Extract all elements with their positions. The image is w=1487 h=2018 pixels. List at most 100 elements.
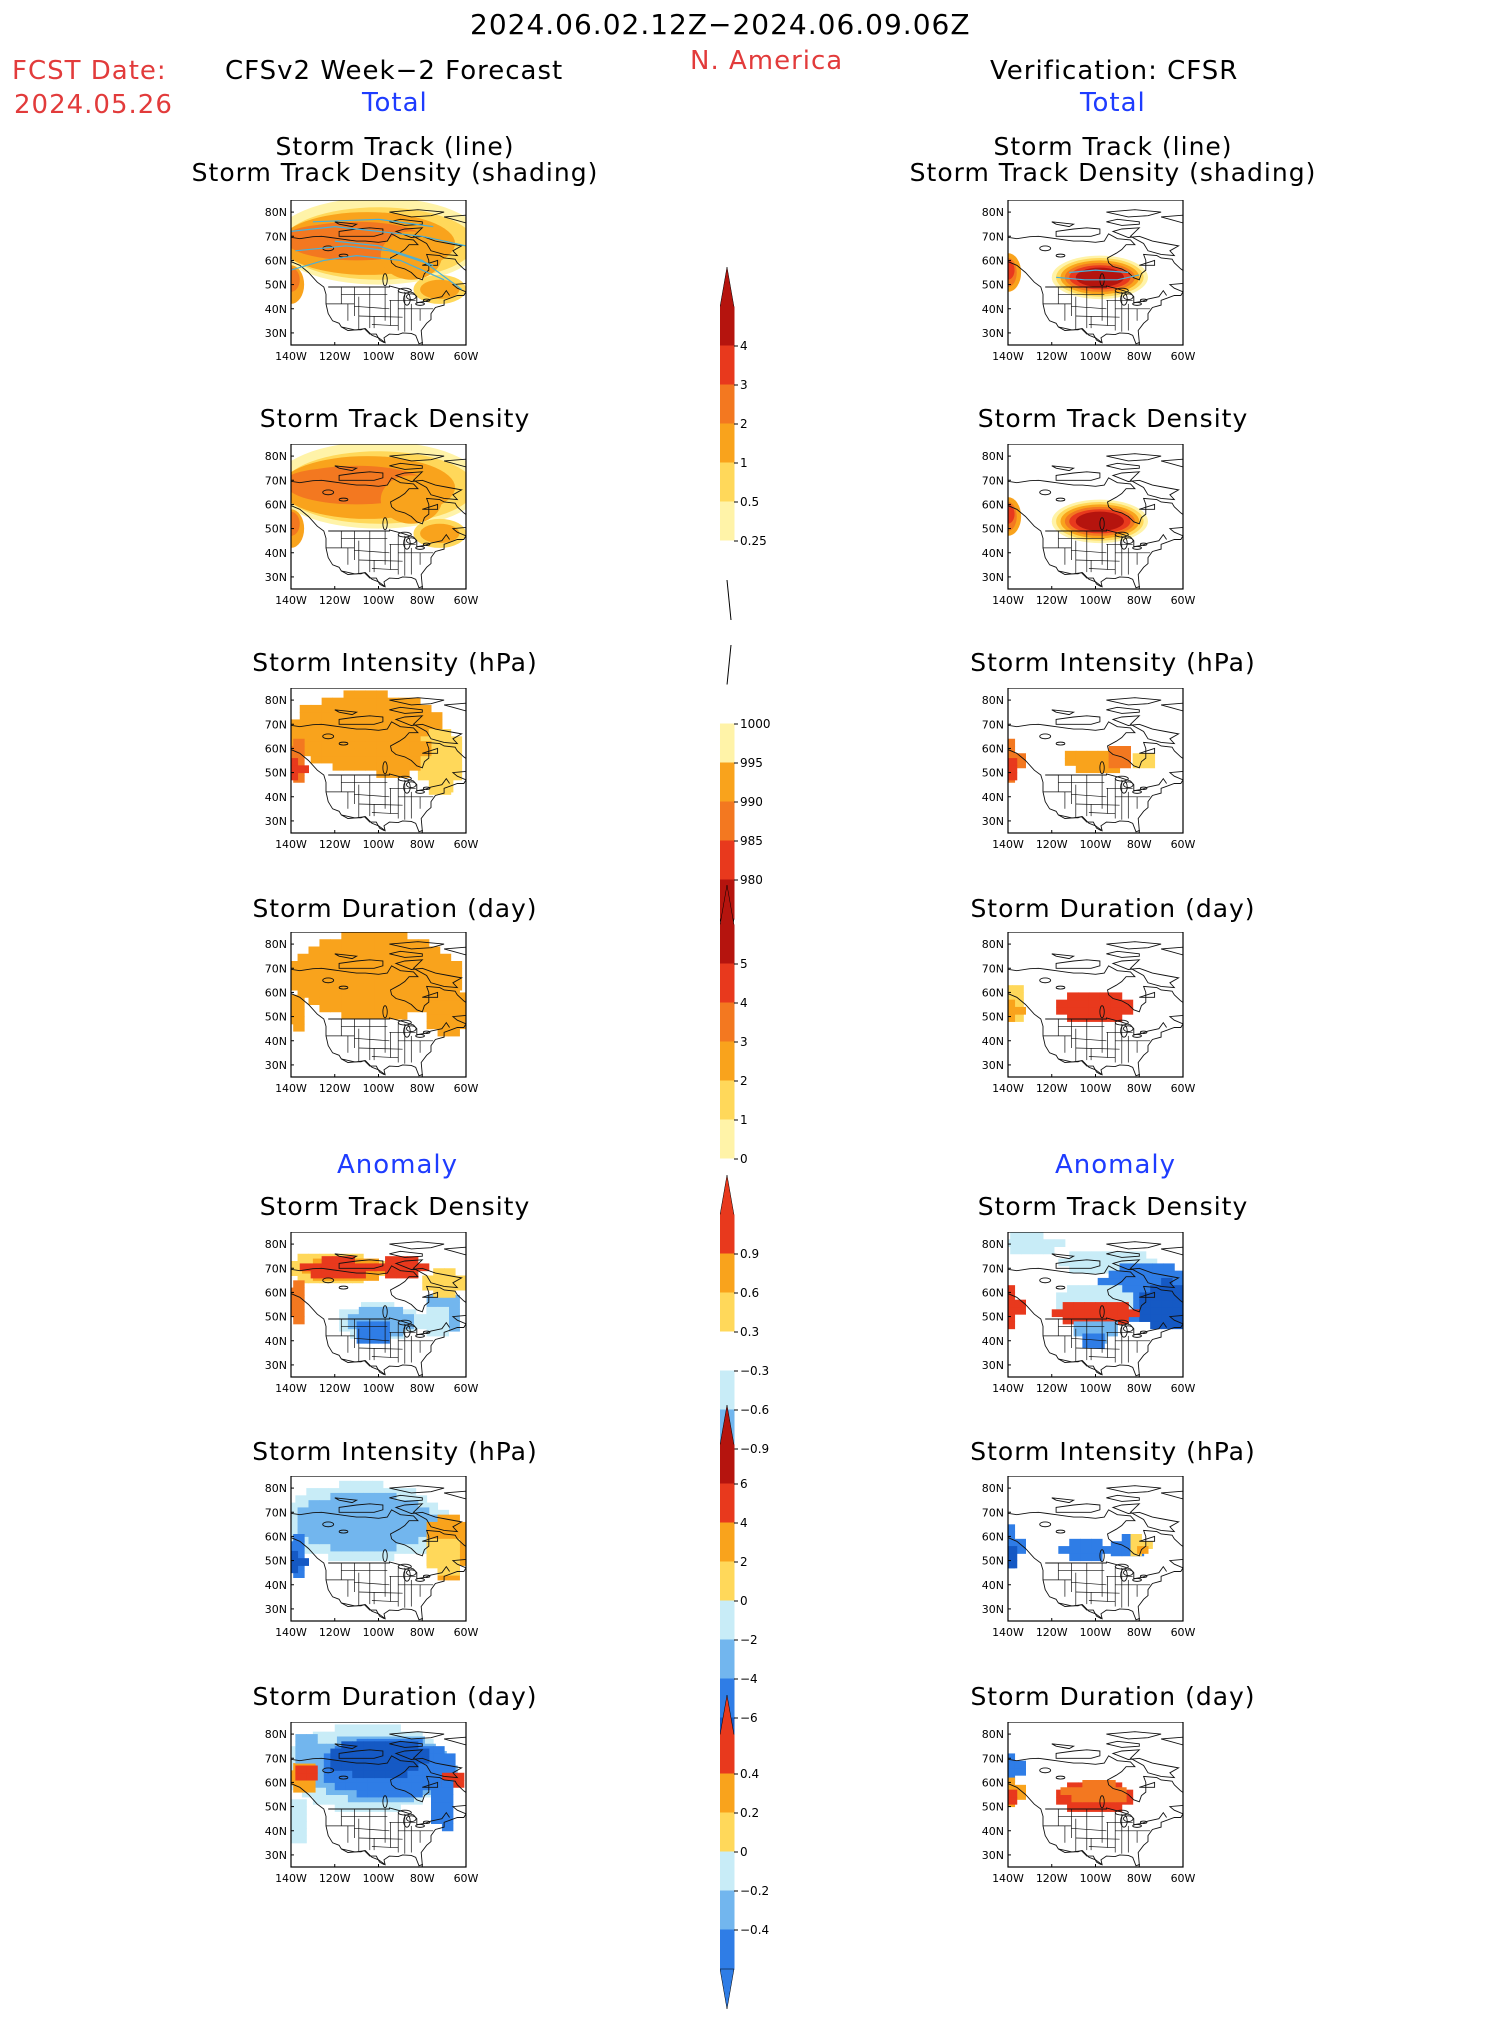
colorbar-tick-label: 3 <box>740 378 748 392</box>
lat-label: 80N <box>265 1728 287 1741</box>
lat-label: 70N <box>982 1506 1004 1519</box>
colorbar-tick-label: −2 <box>740 1633 758 1647</box>
map-fc-anom-density: 80N 70N 60N 50N 40N 30N 140W 120W 100W 80W 60W <box>243 1231 479 1411</box>
anomaly-label-right: Anomaly <box>1055 1150 1177 1180</box>
lat-label: 30N <box>265 1603 287 1616</box>
lon-label: 100W <box>1080 838 1112 851</box>
map-fc-density-coastlines <box>291 453 466 589</box>
lat-label: 40N <box>982 1335 1004 1348</box>
colorbar-tick-label: 3 <box>740 1035 748 1049</box>
map-fc-anom-density-shading <box>291 1241 466 1377</box>
colorbar-tick-label: 6 <box>740 1477 748 1491</box>
lat-label: 40N <box>265 547 287 560</box>
right-anom-duration-title: Storm Duration (day) <box>970 1682 1256 1711</box>
lat-label: 70N <box>982 1752 1004 1765</box>
lat-label: 50N <box>265 1555 287 1568</box>
lon-label: 140W <box>992 1626 1024 1639</box>
map-vf-density-shading <box>1008 453 1183 589</box>
right-anom-intensity-title: Storm Intensity (hPa) <box>970 1437 1256 1466</box>
lat-label: 30N <box>982 1849 1004 1862</box>
lon-label: 60W <box>1171 1382 1195 1395</box>
lat-label: 80N <box>265 206 287 219</box>
map-fc-intensity: 80N 70N 60N 50N 40N 30N 140W 120W 100W 80W 60W <box>243 687 479 867</box>
lon-label: 120W <box>1036 1082 1068 1095</box>
lon-label: 60W <box>1171 838 1195 851</box>
lat-label: 40N <box>982 791 1004 804</box>
lat-label: 70N <box>265 962 287 975</box>
right-density-title: Storm Track Density <box>977 404 1249 433</box>
map-vf-density: 80N 70N 60N 50N 40N 30N 140W 120W 100W 80W 60W <box>960 443 1196 623</box>
map-vf-duration-coastlines <box>1008 941 1183 1077</box>
map-fc-duration-coastlines <box>291 941 466 1077</box>
lat-label: 30N <box>982 1359 1004 1372</box>
colorbar-tick-label: −4 <box>740 1672 758 1686</box>
lat-label: 30N <box>265 327 287 340</box>
lon-label: 60W <box>454 594 478 607</box>
lon-label: 120W <box>319 1626 351 1639</box>
lon-label: 60W <box>454 1872 478 1885</box>
map-fc-anom-density-svg: 80N 70N 60N 50N 40N 30N 140W 120W 100W 80W 60W <box>265 1231 479 1395</box>
lat-label: 70N <box>265 718 287 731</box>
lat-label: 60N <box>265 498 287 511</box>
lon-label: 80W <box>410 594 435 607</box>
lat-label: 40N <box>982 1825 1004 1838</box>
lon-label: 60W <box>454 838 478 851</box>
fcst-date-value: 2024.05.26 <box>14 90 173 120</box>
colorbar-tick-label: 0.4 <box>740 1767 759 1781</box>
lat-label: 50N <box>982 767 1004 780</box>
lon-label: 120W <box>1036 594 1068 607</box>
total-label-right: Total <box>1080 88 1146 118</box>
lon-label: 60W <box>454 1382 478 1395</box>
colorbar-tick-label: 0.9 <box>740 1247 759 1261</box>
map-vf-track-svg: 80N 70N 60N 50N 40N 30N 140W 120W 100W 80W 60W <box>982 199 1196 363</box>
lon-label: 140W <box>992 1382 1024 1395</box>
map-vf-track-coastlines <box>1008 209 1183 345</box>
lon-label: 100W <box>1080 1872 1112 1885</box>
lon-label: 120W <box>319 1872 351 1885</box>
lat-label: 30N <box>982 815 1004 828</box>
lon-label: 100W <box>363 1082 395 1095</box>
lat-label: 80N <box>982 1728 1004 1741</box>
colorbar-total-duration: 5 4 3 2 1 0 <box>719 880 830 1247</box>
map-vf-anom-density-shading <box>1008 1232 1183 1377</box>
lat-label: 80N <box>982 450 1004 463</box>
lat-label: 60N <box>982 742 1004 755</box>
map-vf-intensity-shading <box>1008 697 1183 833</box>
lon-label: 140W <box>275 350 307 363</box>
map-fc-anom-density-coastlines <box>291 1241 466 1377</box>
lat-label: 30N <box>982 1059 1004 1072</box>
map-vf-density-coastlines <box>1008 453 1183 589</box>
lon-label: 80W <box>1127 1872 1152 1885</box>
lon-label: 100W <box>363 350 395 363</box>
lat-label: 50N <box>982 1801 1004 1814</box>
lat-label: 80N <box>265 450 287 463</box>
map-vf-duration-shading <box>1008 941 1183 1077</box>
lat-label: 50N <box>982 523 1004 536</box>
map-vf-duration: 80N 70N 60N 50N 40N 30N 140W 120W 100W 80W 60W <box>960 931 1196 1111</box>
fcst-date-label: FCST Date: <box>12 56 167 86</box>
lat-label: 60N <box>982 498 1004 511</box>
colorbar-tick-label: −0.6 <box>740 1403 769 1417</box>
map-fc-track-track-lines <box>291 218 466 290</box>
lat-label: 80N <box>265 694 287 707</box>
lon-label: 60W <box>1171 1082 1195 1095</box>
lat-label: 60N <box>265 742 287 755</box>
lat-label: 40N <box>265 791 287 804</box>
lat-label: 50N <box>265 1311 287 1324</box>
map-fc-density: 80N 70N 60N 50N 40N 30N 140W 120W 100W 80W 60W <box>243 443 479 623</box>
colorbar-total-intensity: 1000 995 990 985 980 <box>719 640 830 968</box>
lat-label: 40N <box>982 1579 1004 1592</box>
lat-label: 40N <box>982 1035 1004 1048</box>
colorbar-tick-label: −0.2 <box>740 1884 769 1898</box>
lon-label: 120W <box>319 1382 351 1395</box>
colorbar-tick-label: 0.25 <box>740 534 767 548</box>
colorbar-tick-label: 2 <box>740 417 748 431</box>
lat-label: 70N <box>265 230 287 243</box>
lat-label: 30N <box>265 815 287 828</box>
lon-label: 100W <box>1080 594 1112 607</box>
map-fc-track-coastlines <box>291 209 466 345</box>
lon-label: 140W <box>275 594 307 607</box>
colorbar-tick-label: 985 <box>740 834 763 848</box>
map-vf-anom-intensity-coastlines <box>1008 1485 1183 1621</box>
colorbar-tick-label: 0 <box>740 1845 748 1859</box>
